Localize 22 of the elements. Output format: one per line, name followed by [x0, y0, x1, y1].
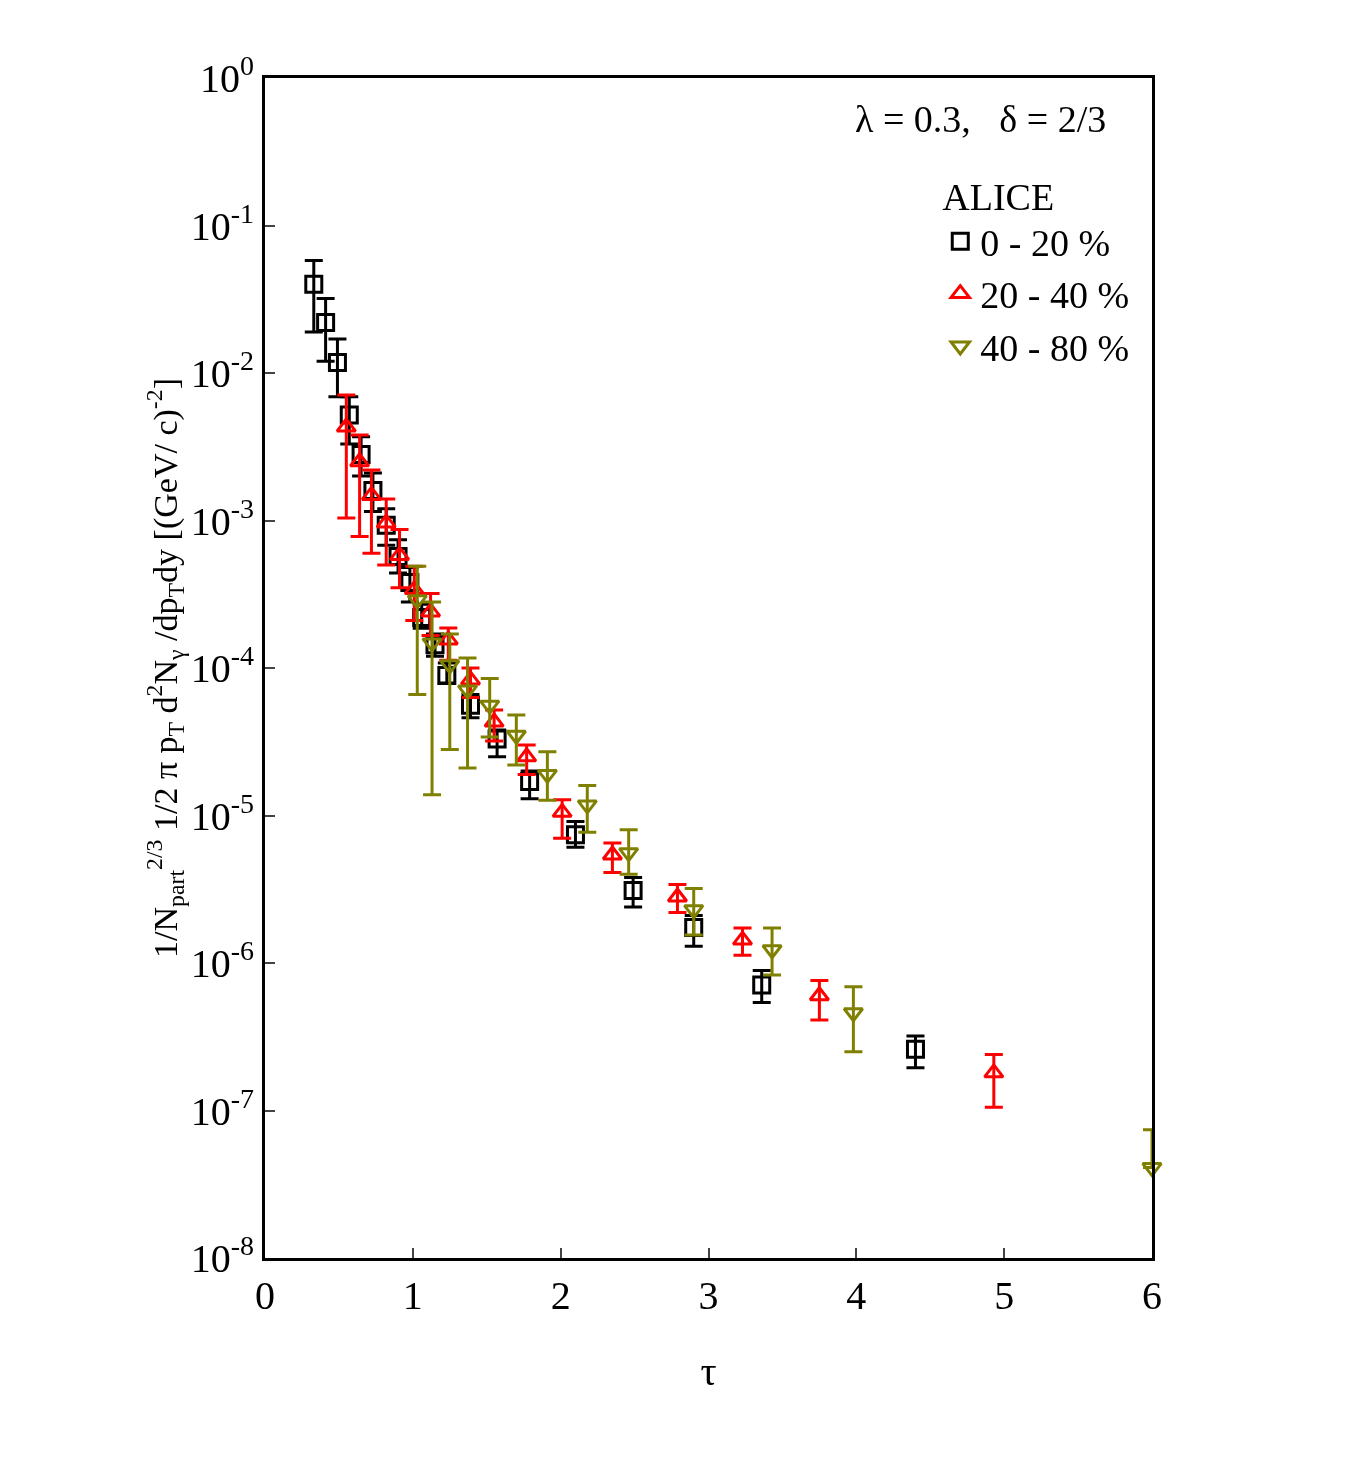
x-tick-label: 2	[550, 1273, 571, 1318]
y-tick-label: 10$^{-2}$	[190, 345, 254, 396]
legend-title: ALICE	[942, 176, 1055, 218]
x-tick-label: 5	[994, 1273, 1015, 1318]
legend-label: 40 - 80 %	[980, 326, 1130, 369]
legend-label: 20 - 40 %	[980, 274, 1130, 317]
y-tick-label: 10$^{-7}$	[190, 1082, 254, 1134]
y-tick-label: 10$^{-5}$	[190, 787, 254, 839]
y-tick-label: 10$^{-6}$	[190, 935, 254, 986]
y-tick-label: 10$^{0}$	[200, 50, 254, 101]
x-tick-label: 0	[255, 1273, 275, 1318]
x-axis-title: τ	[700, 1348, 717, 1394]
x-tick-label: 6	[1142, 1273, 1162, 1318]
x-tick-label: 1	[402, 1273, 423, 1318]
x-tick-label: 4	[846, 1273, 867, 1318]
y-tick-label: 10$^{-1}$	[190, 197, 254, 249]
legend-label: 0 - 20 %	[980, 222, 1111, 265]
annotation: λ = 0.3, δ = 2/3	[855, 98, 1107, 140]
y-tick-label: 10$^{-8}$	[190, 1230, 254, 1281]
y-tick-label: 10$^{-3}$	[190, 492, 254, 544]
x-tick-label: 3	[698, 1273, 719, 1318]
y-tick-label: 10$^{-4}$	[190, 640, 254, 691]
